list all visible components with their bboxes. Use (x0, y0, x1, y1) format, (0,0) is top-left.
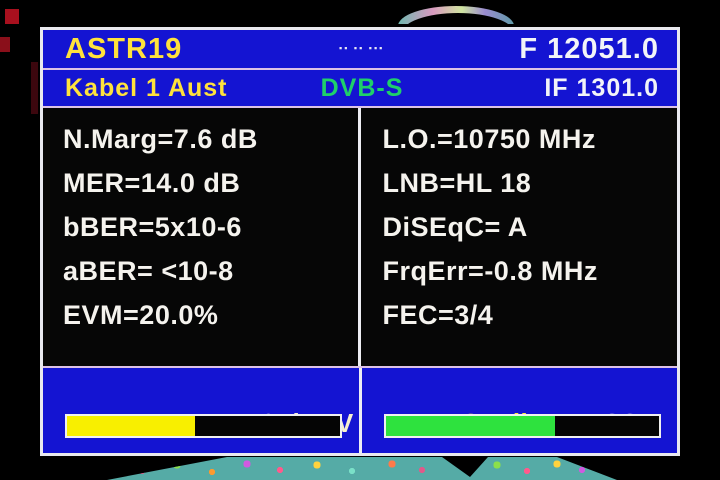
background-video-band (107, 457, 617, 480)
column-divider (357, 108, 361, 366)
equals-sign: = (439, 168, 456, 198)
measurement-value: 10750 MHz (453, 124, 596, 154)
measurement-row: DiSEqC= A (383, 212, 678, 256)
measurement-row: FrqErr=-0.8 MHz (383, 256, 678, 300)
measurement-label: L.O. (382, 124, 437, 154)
lock-indicator-icons: ▪▪ ▪▪ ▪▪▪ (339, 43, 385, 53)
background-video-arc (398, 2, 514, 24)
measurement-value: -0.8 MHz (484, 256, 598, 286)
equals-sign: = (437, 124, 454, 154)
measurement-value: 14.0 dB (140, 168, 241, 198)
measurement-row: EVM=20.0% (63, 300, 358, 344)
measurement-row: aBER= <10-8 (63, 256, 358, 300)
equals-sign: = (137, 256, 154, 286)
measurement-label: MER (63, 168, 125, 198)
measurement-label: bBER (63, 212, 139, 242)
equals-sign: = (438, 300, 455, 330)
measurement-label: FEC (382, 300, 438, 330)
measurement-value: A (500, 212, 528, 242)
separator (43, 366, 677, 368)
header-row-satellite: ASTR19 ▪▪ ▪▪ ▪▪▪ F 12051.0 (43, 30, 677, 68)
measurement-label: N.Marg (63, 124, 158, 154)
measurement-row: FEC=3/4 (383, 300, 678, 344)
equals-sign: = (138, 212, 155, 242)
signal-bars-area: Power= 73 dBuV Quality=PASS (43, 368, 677, 453)
equals-sign: = (484, 212, 501, 242)
equals-sign: = (157, 124, 174, 154)
meter-panel: ASTR19 ▪▪ ▪▪ ▪▪▪ F 12051.0 Kabel 1 Aust … (40, 27, 680, 456)
quality-bar (383, 414, 661, 438)
measurement-value: 5x10-6 (154, 212, 242, 242)
equals-sign: = (124, 168, 141, 198)
measurements-column-left: N.Marg=7.6 dB MER=14.0 dB bBER=5x10-6 aB… (43, 108, 358, 366)
measurement-label: FrqErr (382, 256, 469, 286)
quality-cell: Quality=PASS (362, 368, 678, 453)
measurement-value: 3/4 (454, 300, 494, 330)
equals-sign: = (468, 256, 485, 286)
measurements-area: N.Marg=7.6 dB MER=14.0 dB bBER=5x10-6 aB… (43, 108, 677, 366)
header-row-channel: Kabel 1 Aust DVB-S IF 1301.0 (43, 70, 677, 106)
corner-artifact (5, 9, 19, 24)
corner-artifact (0, 37, 10, 52)
broadcast-standard: DVB-S (320, 73, 404, 102)
measurements-column-right: L.O.=10750 MHz LNB=HL 18 DiSEqC= A FrqEr… (361, 108, 678, 366)
measurement-row: bBER=5x10-6 (63, 212, 358, 256)
quality-bar-fill (385, 416, 555, 436)
power-bar-fill (67, 416, 196, 436)
frequency-readout: F 12051.0 (519, 32, 659, 65)
channel-name: Kabel 1 Aust (65, 73, 228, 102)
measurement-row: L.O.=10750 MHz (383, 124, 678, 168)
measurement-label: aBER (63, 256, 138, 286)
if-frequency-readout: IF 1301.0 (544, 73, 659, 102)
measurement-row: LNB=HL 18 (383, 168, 678, 212)
measurement-label: LNB (382, 168, 440, 198)
column-divider (358, 368, 362, 453)
measurement-label: DiSEqC (382, 212, 485, 242)
measurement-value: 7.6 dB (173, 124, 258, 154)
measurement-row: MER=14.0 dB (63, 168, 358, 212)
measurement-value: <10-8 (153, 256, 234, 286)
measurement-value: 20.0% (139, 300, 219, 330)
separator (43, 106, 677, 108)
edge-artifact (31, 62, 38, 114)
power-bar (65, 414, 342, 438)
measurement-value: HL 18 (455, 168, 532, 198)
power-cell: Power= 73 dBuV (43, 368, 359, 453)
measurement-label: EVM (63, 300, 124, 330)
separator (43, 68, 677, 70)
equals-sign: = (123, 300, 140, 330)
satellite-name: ASTR19 (65, 32, 183, 65)
measurement-row: N.Marg=7.6 dB (63, 124, 358, 168)
